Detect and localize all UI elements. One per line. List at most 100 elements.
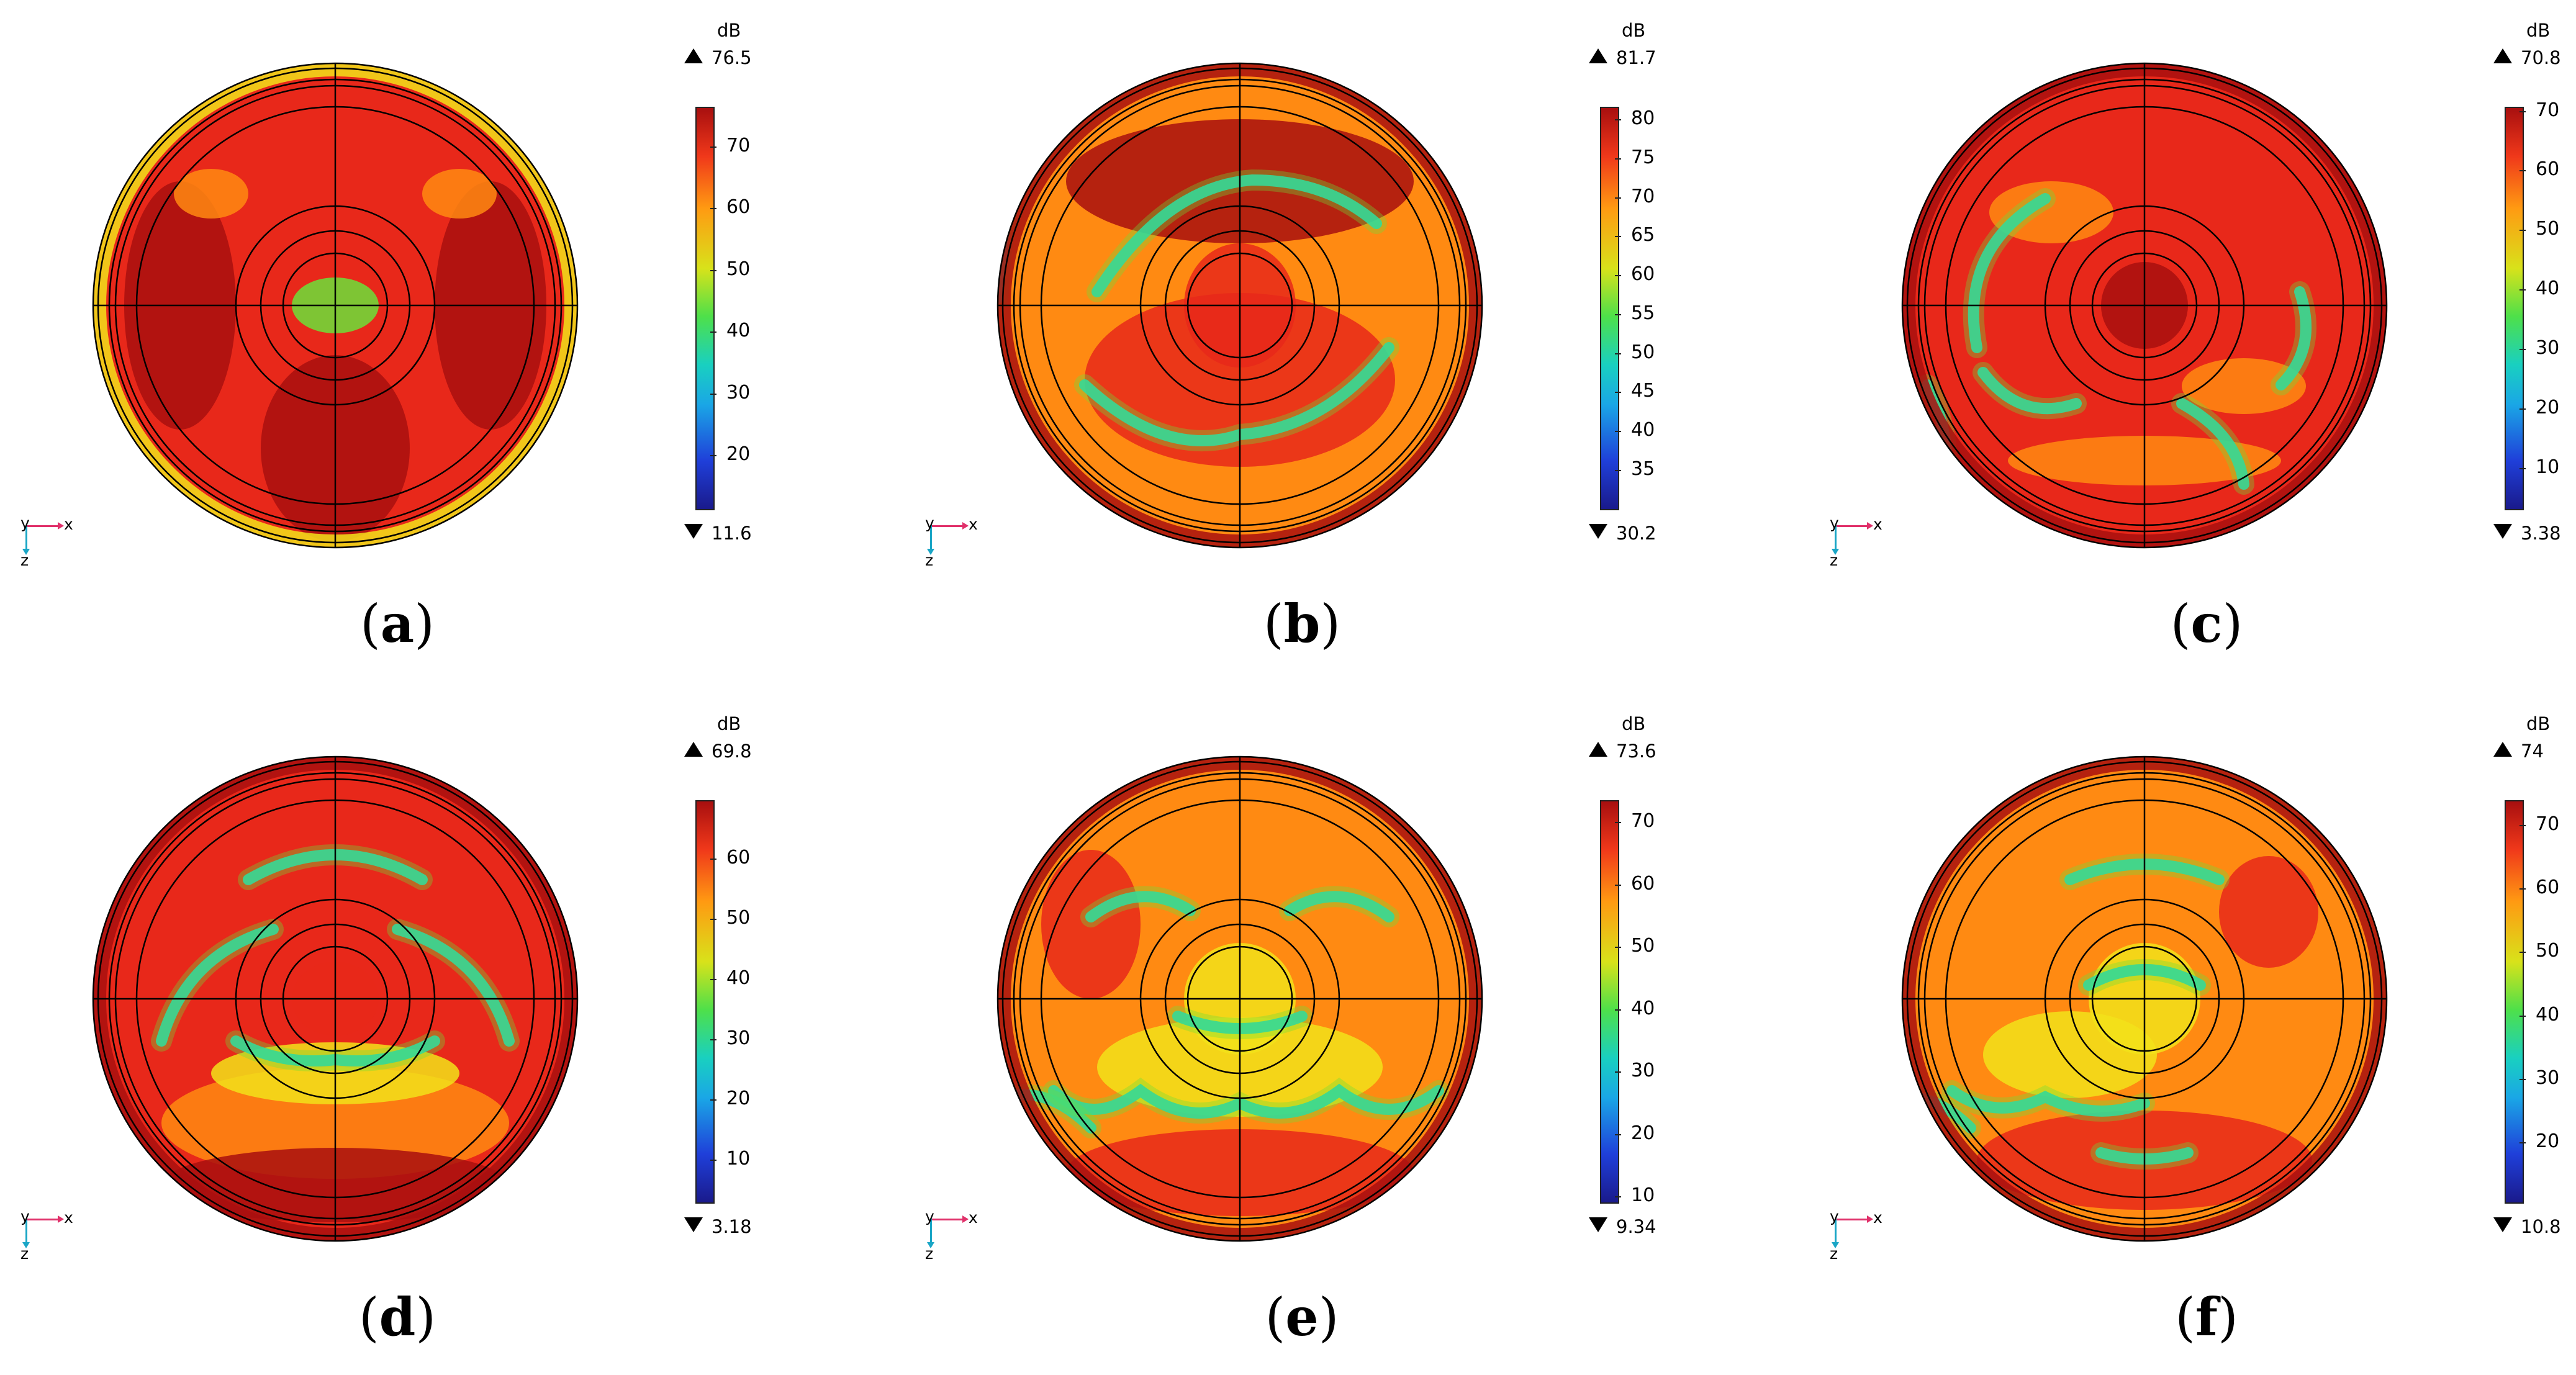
colorbar-tick: 20 [2519, 1130, 2560, 1152]
panel-caption-letter: b [1283, 593, 1321, 654]
x-axis-label: x [1873, 515, 1882, 533]
colorbar-tick: 50 [2519, 940, 2560, 962]
colorbar-min: 30.2 [1589, 523, 1656, 544]
max-triangle-icon [2493, 742, 2512, 757]
colorbar-tick: 10 [710, 1147, 751, 1170]
transition-band [93, 1080, 129, 1176]
colorbar-max: 81.7 [1589, 47, 1656, 68]
colorbar-tick: 80 [1614, 107, 1655, 130]
polar-field-plot [997, 62, 1483, 549]
transition-band [1080, 886, 1201, 927]
colorbar-max: 76.5 [684, 47, 752, 68]
y-axis-label: y [20, 1207, 30, 1225]
z-axis-label: z [20, 551, 29, 569]
colorbar-tick: 50 [2519, 218, 2560, 240]
z-arrow-icon [927, 1219, 934, 1248]
panel-caption: (e) [1265, 1286, 1339, 1348]
colorbar-tick: 20 [2519, 396, 2560, 418]
x-axis-label: x [64, 515, 73, 533]
colorbar-tick: 60 [2519, 877, 2560, 899]
colorbar-unit: dB [1622, 713, 1646, 734]
colorbar-tick: 70 [2519, 99, 2560, 121]
geometry-outline [92, 62, 579, 549]
transition-band [1963, 188, 2056, 358]
polar-field-plot [92, 62, 579, 549]
colorbar-tick: 70 [2519, 813, 2560, 835]
low-field-band [1977, 367, 2082, 415]
colorbar-tick: 50 [710, 906, 751, 929]
colorbar-tick: 70 [710, 134, 751, 156]
panel-caption: (c) [2170, 593, 2243, 654]
transition-band [2171, 393, 2254, 495]
geometry-outline [1901, 755, 2388, 1242]
z-arrow-icon [22, 1219, 30, 1248]
panel-caption: (f) [2175, 1286, 2238, 1348]
colorbar [1600, 800, 1619, 1204]
geometry-outline [997, 755, 1483, 1242]
z-arrow-icon [1832, 1219, 1839, 1248]
colorbar-tick: 35 [1614, 458, 1655, 480]
low-field-band [1091, 174, 1382, 297]
colorbar-tick: 45 [1614, 380, 1655, 402]
panel-caption-letter: a [380, 593, 415, 654]
colorbar-max: 70.8 [2493, 47, 2561, 68]
x-axis-label: x [64, 1209, 73, 1227]
x-arrow-icon [1836, 1215, 1873, 1223]
panel-caption: (b) [1263, 593, 1341, 654]
colorbar-tick: 40 [2519, 277, 2560, 300]
low-field-band [1946, 1085, 2150, 1117]
axis-triad: y x z [1830, 514, 1898, 570]
colorbar-tick: 10 [2519, 456, 2560, 478]
colorbar-max: 73.6 [1589, 741, 1656, 762]
colorbar-tick: 40 [1614, 997, 1655, 1019]
low-field-band [1284, 891, 1394, 922]
low-field-band [1085, 891, 1196, 922]
geometry-outline [92, 755, 579, 1242]
colorbar [695, 800, 715, 1204]
x-axis-label: x [1873, 1209, 1882, 1227]
colorbar-tick: 40 [1614, 419, 1655, 441]
colorbar-min: 10.8 [2493, 1216, 2561, 1237]
z-axis-label: z [1830, 1245, 1838, 1263]
low-field-band [547, 1085, 577, 1171]
x-arrow-icon [1836, 522, 1873, 530]
panel-d: y x z dB 69.8 3.18 60 50 40 30 20 10 (d) [0, 693, 859, 1375]
x-axis-label: x [969, 1209, 978, 1227]
min-triangle-icon [1589, 524, 1607, 539]
colorbar-min: 3.38 [2493, 523, 2561, 544]
field-region [174, 169, 248, 219]
colorbar [1600, 107, 1619, 510]
panel-f: y x z dB 74 10.8 70 60 50 40 30 20 (f) [1809, 693, 2576, 1375]
field-region [2182, 358, 2306, 414]
max-triangle-icon [1589, 742, 1607, 757]
z-arrow-icon [1832, 525, 1839, 555]
max-triangle-icon [2493, 48, 2512, 63]
colorbar-max: 74 [2493, 741, 2544, 762]
y-axis-label: y [925, 1207, 934, 1225]
axis-triad: y x z [1830, 1207, 1898, 1263]
colorbar-tick: 40 [710, 320, 751, 342]
x-arrow-icon [27, 522, 64, 530]
colorbar-tick: 50 [1614, 935, 1655, 957]
colorbar [2505, 107, 2524, 510]
colorbar-min: 9.34 [1589, 1216, 1656, 1237]
z-axis-label: z [925, 1245, 934, 1263]
transition-band [387, 919, 520, 1052]
field-region [1041, 850, 1141, 999]
colorbar-tick: 30 [2519, 336, 2560, 359]
panel-caption-letter: e [1285, 1286, 1319, 1348]
panel-caption-letter: c [2190, 593, 2223, 654]
colorbar [695, 107, 715, 510]
min-triangle-icon [1589, 1217, 1607, 1232]
colorbar-tick: 50 [710, 258, 751, 280]
min-triangle-icon [2493, 524, 2512, 539]
polar-field-plot [1901, 62, 2388, 549]
colorbar-tick: 20 [710, 443, 751, 466]
transition-band [1087, 169, 1387, 302]
low-field-band [1968, 193, 2051, 353]
colorbar-unit: dB [2526, 713, 2551, 734]
colorbar-tick: 30 [710, 1027, 751, 1049]
colorbar-unit: dB [717, 713, 741, 734]
min-triangle-icon [684, 524, 703, 539]
low-field-band [2176, 398, 2249, 490]
